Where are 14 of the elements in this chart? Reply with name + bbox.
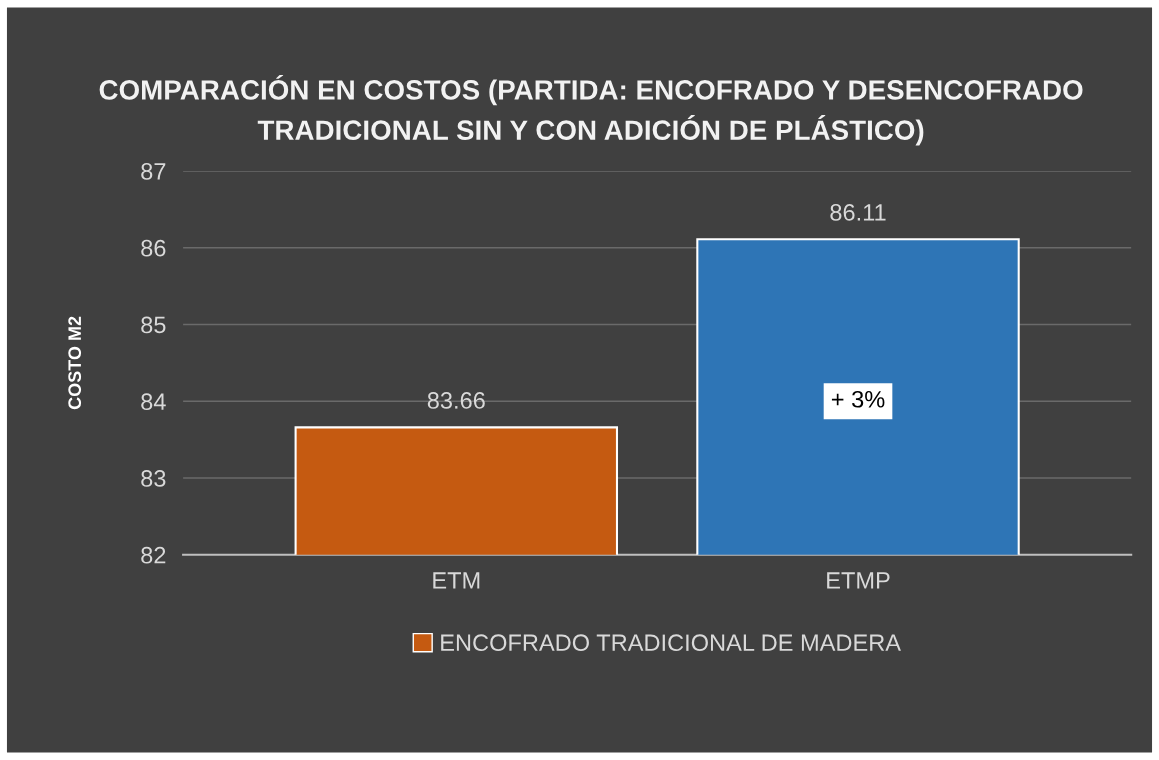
x-tick-label: ETM (433, 572, 480, 589)
legend-label: ENCOFRADO TRADICIONAL DE MADERA (441, 634, 901, 652)
y-tick-label: 82 (141, 546, 166, 564)
y-tick-label: 83 (141, 470, 166, 487)
y-tick-label: 86 (141, 239, 166, 257)
annotation: + 3% (831, 390, 885, 408)
y-tick-label: 87 (141, 163, 166, 180)
data-label: 83.66 (427, 392, 485, 409)
y-tick-label: 84 (141, 393, 166, 411)
y-tick-label: 85 (141, 316, 166, 334)
y-axis-title: COSTO M2 (68, 316, 82, 410)
chart-title: COMPARACIÓN EN COSTOS (PARTIDA: ENCOFRADO Y DESENCOFRADO TRADICIONAL SIN Y CON ADICIÓN DE PLÁSTICO) (99, 74, 1083, 146)
data-label: 86.11 (830, 204, 886, 221)
x-tick-label: ETMP (827, 572, 890, 589)
